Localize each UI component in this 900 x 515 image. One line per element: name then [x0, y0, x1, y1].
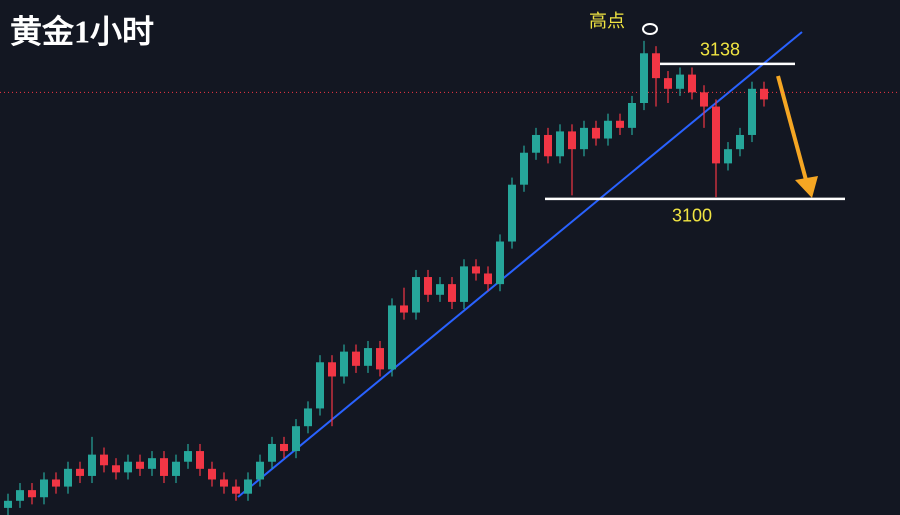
candle-body — [736, 134, 744, 150]
candle-body — [556, 131, 564, 157]
candle-body — [544, 134, 552, 157]
candle-body — [196, 451, 204, 469]
candle-body — [76, 468, 84, 476]
level-label: 3138 — [700, 40, 740, 60]
candle-body — [424, 277, 432, 295]
candle-body — [532, 134, 540, 153]
candle-body — [268, 443, 276, 462]
candle-body — [340, 351, 348, 377]
candle-body — [124, 461, 132, 473]
candle-body — [184, 451, 192, 462]
candle-body — [508, 184, 516, 242]
candle-body — [436, 284, 444, 295]
candle-body — [604, 120, 612, 139]
candle-body — [160, 458, 168, 476]
candle-body — [664, 78, 672, 89]
candle-body — [208, 468, 216, 480]
candle-body — [652, 53, 660, 79]
candle-body — [4, 500, 12, 508]
trend-line — [237, 31, 803, 498]
candle-body — [700, 92, 708, 107]
high-marker — [642, 23, 658, 35]
candle-body — [724, 149, 732, 164]
candle-body — [592, 127, 600, 139]
candle-body — [640, 53, 648, 103]
candle-body — [388, 305, 396, 370]
candle-body — [364, 348, 372, 366]
candle-body — [580, 127, 588, 150]
candle-body — [760, 88, 768, 100]
candle-body — [280, 443, 288, 452]
candle-body — [40, 479, 48, 498]
chart-title: 黄金1小时 — [10, 13, 154, 49]
candle-body — [460, 266, 468, 302]
candle-body — [136, 461, 144, 469]
candle-body — [616, 120, 624, 128]
candle-body — [112, 465, 120, 473]
candle-body — [412, 277, 420, 313]
candle-body — [172, 461, 180, 476]
candle-body — [352, 351, 360, 366]
candle-body — [496, 241, 504, 285]
candle-body — [712, 106, 720, 164]
level-label: 3100 — [672, 206, 712, 226]
candle-body — [472, 266, 480, 274]
candle-body — [676, 74, 684, 89]
candle-body — [232, 486, 240, 494]
candle-body — [244, 479, 252, 494]
candle-body — [328, 362, 336, 377]
candle-body — [292, 426, 300, 452]
candle-body — [52, 479, 60, 487]
candle-body — [88, 454, 96, 476]
candle-body — [148, 458, 156, 469]
candle-body — [100, 454, 108, 466]
candle-body — [520, 152, 528, 185]
candle-body — [16, 490, 24, 501]
candle-body — [448, 284, 456, 302]
candle-body — [376, 348, 384, 370]
candle-body — [628, 103, 636, 128]
candle-body — [220, 479, 228, 487]
candle-body — [568, 131, 576, 150]
candle-body — [748, 88, 756, 135]
candle-body — [688, 74, 696, 93]
candle-body — [28, 490, 36, 498]
candle-body — [304, 408, 312, 427]
candle-body — [484, 273, 492, 285]
candle-body — [400, 305, 408, 313]
candle-body — [64, 468, 72, 487]
arrow-shaft — [776, 75, 808, 181]
candle-body — [256, 461, 264, 480]
arrow-head — [795, 176, 818, 198]
candle-body — [316, 362, 324, 409]
high-label: 高点 — [589, 11, 625, 31]
